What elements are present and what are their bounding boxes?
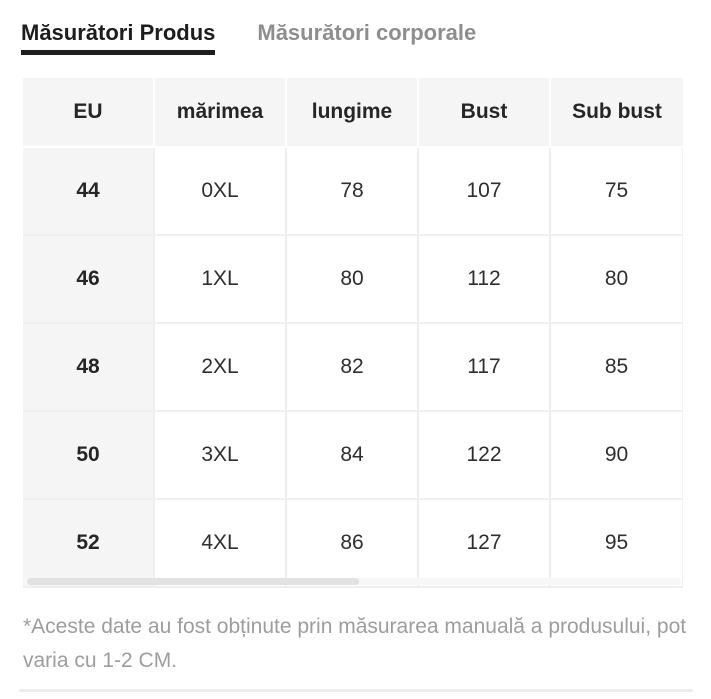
measurement-disclaimer-note: *Aceste date au fost obținute prin măsur… [23,615,687,672]
table-cell: 82 [287,324,419,412]
table-cell: 80 [287,236,419,324]
horizontal-scrollbar-track[interactable] [23,578,681,585]
column-header-sub-bust: Sub bust [551,78,683,148]
column-header-eu: EU [23,78,155,148]
table-cell: 84 [287,412,419,500]
section-divider [19,689,693,692]
row-header-cell: 46 [23,236,155,324]
table-cell: 112 [419,236,551,324]
row-header-cell: 48 [23,324,155,412]
table-cell: 90 [551,412,683,500]
column-header-bust: Bust [419,78,551,148]
table-cell: 107 [419,148,551,236]
table-cell: 127 [419,500,551,588]
column-header-marimea: mărimea [155,78,287,148]
row-header-cell: 50 [23,412,155,500]
table-row: 50 3XL 84 122 90 [23,412,683,500]
table-cell: 78 [287,148,419,236]
table-cell: 86 [287,500,419,588]
table-cell: 1XL [155,236,287,324]
column-header-lungime: lungime [287,78,419,148]
size-table-scroll-container[interactable]: EU mărimea lungime Bust Sub bust 44 0XL … [23,78,683,588]
size-table: EU mărimea lungime Bust Sub bust 44 0XL … [23,78,683,588]
header-row: EU mărimea lungime Bust Sub bust [23,78,683,148]
table-cell: 4XL [155,500,287,588]
row-header-cell: 44 [23,148,155,236]
table-cell: 75 [551,148,683,236]
table-cell: 0XL [155,148,287,236]
table-cell: 2XL [155,324,287,412]
tab-product-measurements[interactable]: Măsurători Produs [21,20,216,55]
table-row: 46 1XL 80 112 80 [23,236,683,324]
table-cell: 95 [551,500,683,588]
table-cell: 80 [551,236,683,324]
table-row: 44 0XL 78 107 75 [23,148,683,236]
table-cell: 3XL [155,412,287,500]
table-cell: 117 [419,324,551,412]
horizontal-scrollbar-thumb[interactable] [27,578,359,585]
tab-body-measurements[interactable]: Măsurători corporale [257,20,477,45]
table-row: 52 4XL 86 127 95 [23,500,683,588]
size-chart-tabs: Măsurători Produs Măsurători corporale [0,0,711,55]
row-header-cell: 52 [23,500,155,588]
table-cell: 85 [551,324,683,412]
table-cell: 122 [419,412,551,500]
table-row: 48 2XL 82 117 85 [23,324,683,412]
